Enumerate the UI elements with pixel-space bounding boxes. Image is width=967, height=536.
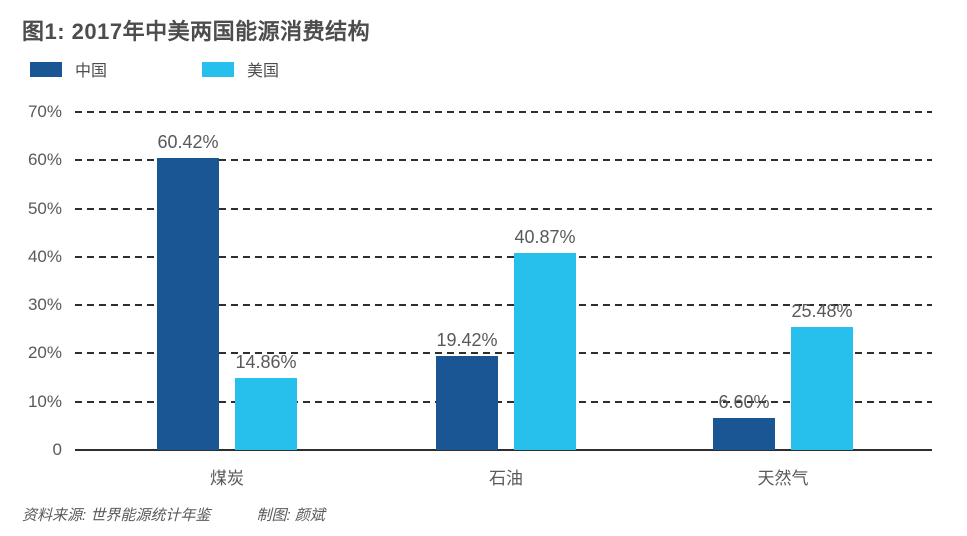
gridline-20: [75, 352, 932, 355]
ytick-label-50: 50%: [27, 198, 62, 218]
legend-label-china: 中国: [75, 63, 108, 80]
bar-label-美国-煤炭: 14.86%: [235, 352, 297, 372]
legend-label-usa: 美国: [247, 63, 280, 80]
legend-item-usa: 美国: [202, 58, 279, 80]
ytick-label-0: 0: [52, 440, 62, 459]
bar-美国-天然气: [791, 327, 853, 450]
chart-title: 图1: 2017年中美两国能源消费结构: [22, 19, 371, 44]
ytick-label-20: 20%: [27, 343, 62, 363]
gridline-50: [75, 207, 932, 210]
legend-item-china: 中国: [30, 58, 107, 80]
chart-legend: 中国 美国: [0, 58, 967, 80]
gridline-60: [75, 159, 932, 162]
xtick-label-煤炭: 煤炭: [210, 469, 244, 488]
legend-swatch-china-icon: [30, 61, 62, 77]
bar-label-美国-天然气: 25.48%: [791, 301, 853, 321]
legend-swatch-usa-icon: [202, 61, 234, 77]
bar-美国-石油: [514, 253, 576, 450]
bar-label-中国-天然气: 6.60%: [718, 392, 770, 412]
bar-label-中国-石油: 19.42%: [436, 330, 498, 350]
gridline-30: [75, 304, 932, 307]
gridline-0: [75, 449, 932, 451]
footer: 资料来源: 世界能源统计年鉴 制图: 颜斌: [22, 504, 325, 525]
bar-中国-石油: [436, 356, 498, 450]
ytick-label-70: 70%: [27, 102, 62, 121]
xtick-label-天然气: 天然气: [757, 469, 809, 488]
ytick-label-40: 40%: [27, 246, 62, 266]
ytick-label-60: 60%: [27, 150, 62, 170]
credit-note: 制图: 颜斌: [256, 507, 325, 524]
bar-中国-天然气: [713, 418, 775, 450]
gridline-70: [75, 111, 932, 113]
ytick-label-10: 10%: [27, 391, 62, 411]
bar-label-中国-煤炭: 60.42%: [157, 132, 219, 152]
gridline-40: [75, 255, 932, 258]
xtick-label-石油: 石油: [489, 469, 523, 488]
bar-中国-煤炭: [157, 158, 219, 450]
gridline-10: [75, 400, 932, 403]
bar-label-美国-石油: 40.87%: [514, 227, 576, 247]
ytick-label-30: 30%: [27, 295, 62, 315]
source-note: 资料来源: 世界能源统计年鉴: [22, 507, 211, 524]
bar-美国-煤炭: [235, 378, 297, 450]
